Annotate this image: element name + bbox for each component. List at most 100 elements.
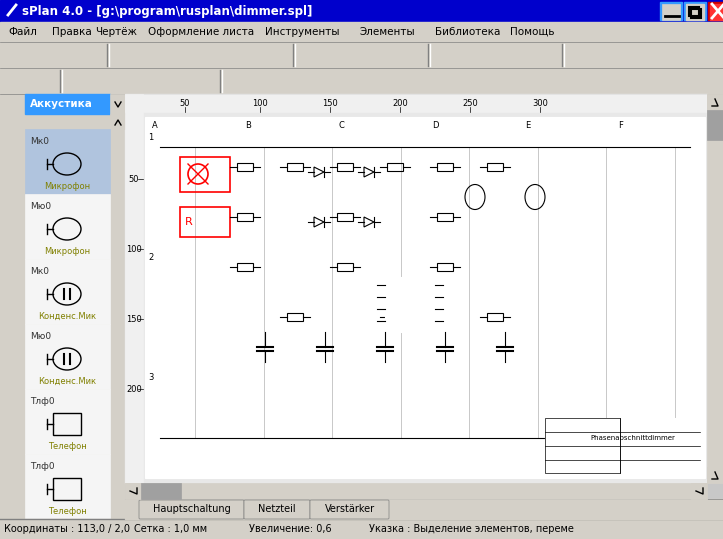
Bar	[689, 7, 699, 16]
Text: Оформление листа: Оформление листа	[148, 27, 254, 37]
Bar	[130, 521, 240, 537]
Bar	[686, 4, 704, 20]
Bar	[707, 94, 723, 110]
Text: Мк0: Мк0	[30, 267, 49, 276]
Bar	[535, 44, 557, 64]
Text: Конденс.Мик: Конденс.Мик	[38, 312, 96, 321]
Bar	[110, 114, 125, 129]
Bar	[237, 163, 253, 171]
Text: Координаты : 113,0 / 2,0: Координаты : 113,0 / 2,0	[4, 524, 130, 534]
Text: Библиотека: Библиотека	[435, 27, 500, 37]
Text: Verstärker: Verstärker	[325, 504, 375, 514]
Bar	[0, 22, 723, 42]
Bar	[245, 521, 360, 537]
Bar	[125, 94, 707, 112]
Bar	[180, 207, 230, 237]
Text: Чертёж: Чертёж	[95, 27, 137, 37]
Text: Мю0: Мю0	[30, 202, 51, 211]
Bar	[400, 44, 422, 64]
Bar	[353, 70, 375, 90]
Bar	[93, 70, 115, 90]
Text: A: A	[152, 121, 158, 129]
Bar	[125, 94, 143, 483]
Bar	[695, 44, 717, 64]
Bar	[645, 44, 667, 64]
Bar	[662, 4, 680, 20]
Bar	[303, 70, 325, 90]
Text: Мк0: Мк0	[30, 137, 49, 146]
Bar	[485, 44, 507, 64]
Bar	[143, 70, 165, 90]
Bar	[180, 157, 230, 192]
Bar	[328, 70, 350, 90]
Text: 250: 250	[462, 99, 478, 107]
Bar	[5, 44, 27, 64]
FancyBboxPatch shape	[244, 500, 310, 519]
Bar	[145, 117, 705, 478]
Bar	[118, 70, 140, 90]
Bar	[5, 70, 27, 90]
Bar	[510, 44, 532, 64]
Text: 100: 100	[126, 245, 142, 253]
Bar	[670, 44, 692, 64]
Text: Телефон: Телефон	[48, 507, 86, 516]
Bar	[0, 42, 723, 68]
Bar	[25, 259, 110, 324]
Bar	[2, 172, 23, 194]
Text: Помощь: Помощь	[510, 27, 555, 37]
Bar	[125, 499, 723, 519]
Bar	[2, 222, 23, 244]
Text: E: E	[526, 121, 531, 129]
Bar	[435, 44, 457, 64]
Text: Netzteil: Netzteil	[258, 504, 296, 514]
Bar	[190, 44, 212, 64]
Bar	[53, 478, 81, 500]
Bar	[545, 418, 620, 473]
Bar	[595, 44, 617, 64]
Bar	[168, 70, 190, 90]
Text: Элементы: Элементы	[360, 27, 416, 37]
Bar	[460, 44, 482, 64]
Text: Указка : Выделение элементов, переме: Указка : Выделение элементов, переме	[369, 524, 574, 534]
Text: Тлф0: Тлф0	[30, 462, 55, 471]
Bar	[30, 70, 52, 90]
Text: Hauptschaltung: Hauptschaltung	[153, 504, 231, 514]
Bar	[708, 2, 723, 20]
Text: C: C	[338, 121, 344, 129]
Text: Тлф0: Тлф0	[30, 397, 55, 406]
Bar	[2, 97, 23, 119]
Text: Телефон: Телефон	[48, 442, 86, 451]
Bar	[385, 277, 435, 332]
Bar	[570, 44, 592, 64]
Bar	[2, 247, 23, 269]
Bar	[25, 454, 110, 519]
Bar	[278, 70, 300, 90]
Bar	[253, 70, 275, 90]
Bar	[691, 9, 701, 18]
Text: 2: 2	[148, 252, 153, 261]
Bar	[375, 44, 397, 64]
Text: Микрофон: Микрофон	[44, 247, 90, 256]
Bar	[193, 70, 215, 90]
Bar	[0, 94, 25, 499]
Text: 200: 200	[392, 99, 408, 107]
Bar	[287, 163, 303, 171]
Bar	[2, 147, 23, 169]
Bar	[545, 418, 700, 473]
Bar	[125, 94, 707, 483]
Bar	[140, 44, 162, 64]
Text: 300: 300	[532, 99, 548, 107]
Bar	[707, 467, 723, 483]
Bar	[387, 313, 403, 321]
Text: 1: 1	[148, 133, 153, 142]
Bar	[707, 110, 723, 140]
Bar	[80, 44, 102, 64]
Text: 3: 3	[148, 372, 154, 382]
Bar	[25, 94, 125, 499]
Bar	[487, 313, 503, 321]
Bar	[30, 44, 52, 64]
Bar	[660, 2, 682, 20]
Bar	[350, 44, 372, 64]
Bar	[237, 263, 253, 271]
Bar	[0, 0, 723, 22]
